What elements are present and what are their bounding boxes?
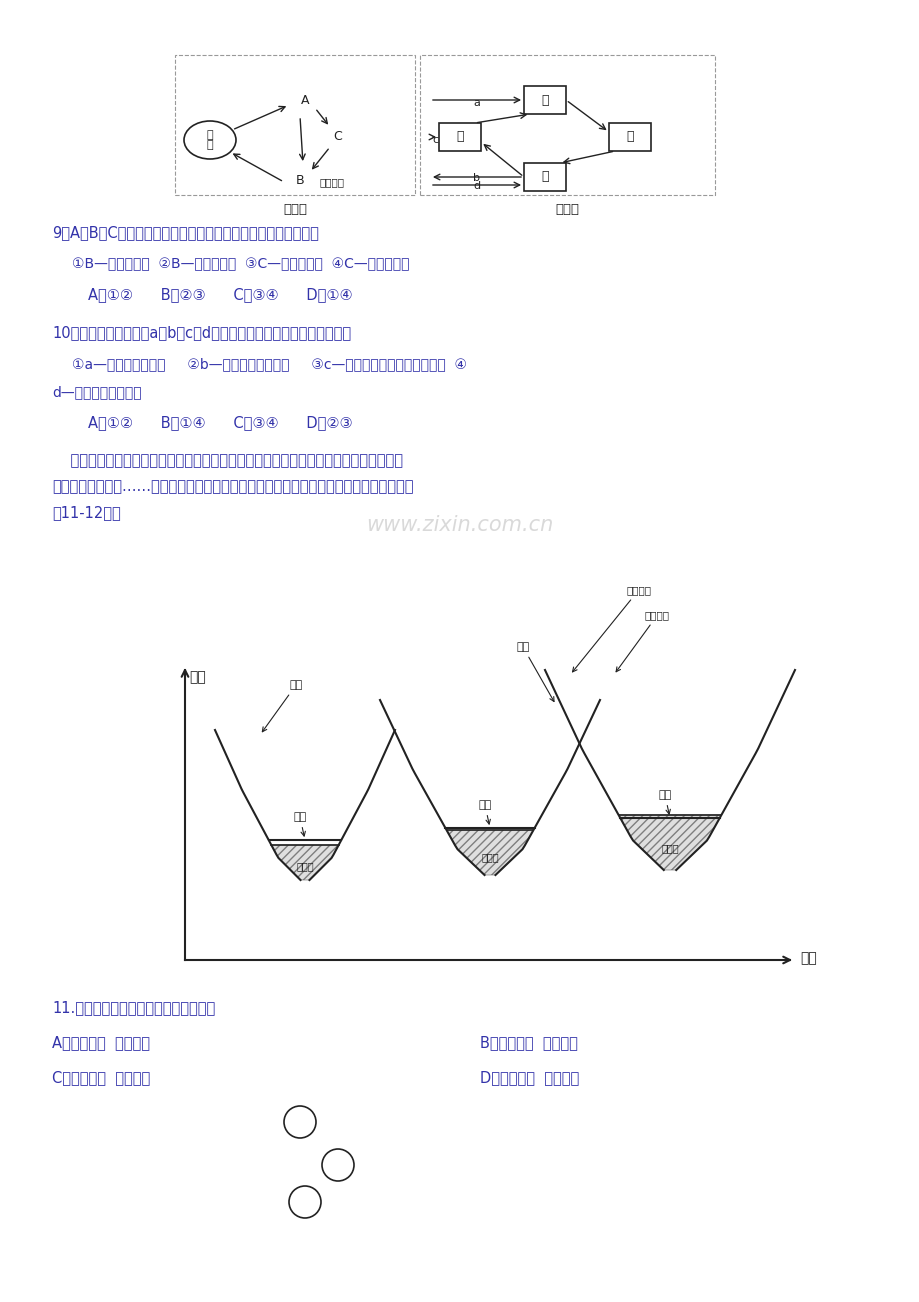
Text: A．①②      B．①④      C．③④      D．②③: A．①② B．①④ C．③④ D．②③	[88, 415, 352, 430]
Text: d: d	[473, 181, 480, 191]
Text: 内力作用: 内力作用	[320, 177, 345, 187]
Polygon shape	[618, 814, 721, 870]
Text: 冲积物: 冲积物	[296, 861, 313, 871]
Text: ①a—四川盆地多夜雨     ②b—云贵高原多地下河     ③c—东非高原形成热带草原气候  ④: ①a—四川盆地多夜雨 ②b—云贵高原多地下河 ③c—东非高原形成热带草原气候 ④	[72, 357, 467, 371]
Text: 岩
浆: 岩 浆	[207, 130, 213, 151]
Text: 一级阶地: 一级阶地	[616, 611, 669, 672]
Text: 丁: 丁	[540, 171, 548, 184]
Text: B: B	[295, 173, 304, 186]
Text: b: b	[473, 173, 480, 184]
Text: 河谷中常有多级阶地，其中高于河漫滩的最低一级阶地被称为一级阶地，向上依次为二: 河谷中常有多级阶地，其中高于河漫滩的最低一级阶地被称为一级阶地，向上依次为二	[52, 453, 403, 467]
Bar	[524, 163, 565, 191]
Text: A．①②      B．②③      C．③④      D．①④: A．①② B．②③ C．③④ D．①④	[88, 286, 352, 302]
Bar	[608, 122, 651, 151]
Text: 级阶地、三级阶地……在正常情况下，阶地越高年代越老。读下列河流阶地形成示意图，完: 级阶地、三级阶地……在正常情况下，阶地越高年代越老。读下列河流阶地形成示意图，完	[52, 479, 413, 493]
Text: c: c	[431, 135, 437, 145]
Text: 阶地: 阶地	[262, 680, 302, 732]
Text: d—长江三角洲的形成: d—长江三角洲的形成	[52, 385, 142, 398]
Text: A．地壳下降  流水侵蚀: A．地壳下降 流水侵蚀	[52, 1035, 150, 1049]
Text: B．地壳抬升  流水沉积: B．地壳抬升 流水沉积	[480, 1035, 577, 1049]
Polygon shape	[446, 829, 533, 875]
Ellipse shape	[184, 121, 236, 159]
Text: C．地壳下降  流水沉积: C．地壳下降 流水沉积	[52, 1070, 150, 1085]
Text: 水循环: 水循环	[554, 203, 578, 216]
Text: 阶地: 阶地	[516, 642, 553, 702]
Text: ①B—海陆间循环  ②B—陆地内循环  ③C—海陆间循环  ④C—陆地内循环: ①B—海陆间循环 ②B—陆地内循环 ③C—海陆间循环 ④C—陆地内循环	[72, 256, 409, 271]
Text: 高程: 高程	[188, 671, 206, 684]
Circle shape	[289, 1186, 321, 1217]
Text: 河面: 河面	[293, 812, 306, 836]
Text: 二级阶地: 二级阶地	[572, 585, 651, 672]
Circle shape	[284, 1105, 315, 1138]
Text: a: a	[473, 98, 480, 108]
Text: 河面: 河面	[658, 790, 671, 814]
Text: 甲: 甲	[456, 130, 463, 143]
Text: 成11-12题。: 成11-12题。	[52, 505, 120, 519]
Circle shape	[322, 1148, 354, 1181]
Text: 冲积物: 冲积物	[661, 842, 678, 853]
Text: 乙: 乙	[540, 94, 548, 107]
Text: C: C	[334, 130, 342, 143]
Bar	[524, 86, 565, 115]
Text: 11.图中河流阶地形成的主要地质作用有: 11.图中河流阶地形成的主要地质作用有	[52, 1000, 215, 1016]
Text: 冲积物: 冲积物	[481, 852, 498, 862]
Bar	[438, 122, 481, 151]
Text: A: A	[301, 94, 309, 107]
Text: 时间: 时间	[800, 950, 816, 965]
Bar	[175, 55, 414, 195]
Text: 10．若乙为水汽输送，a、b、c、d的含义和下列地理现象成因相符的是: 10．若乙为水汽输送，a、b、c、d的含义和下列地理现象成因相符的是	[52, 326, 351, 340]
Bar	[420, 55, 714, 195]
Polygon shape	[271, 845, 338, 880]
Text: D．地壳抬升  流水侵蚀: D．地壳抬升 流水侵蚀	[480, 1070, 579, 1085]
Text: 河面: 河面	[478, 799, 491, 824]
Text: 岩石圈: 岩石圈	[283, 203, 307, 216]
Text: 丙: 丙	[626, 130, 633, 143]
Text: www.zixin.com.cn: www.zixin.com.cn	[366, 516, 553, 535]
Text: 9．A、B、C中，其形成与水循环类型有密切关系的组合正确的是: 9．A、B、C中，其形成与水循环类型有密切关系的组合正确的是	[52, 225, 319, 240]
